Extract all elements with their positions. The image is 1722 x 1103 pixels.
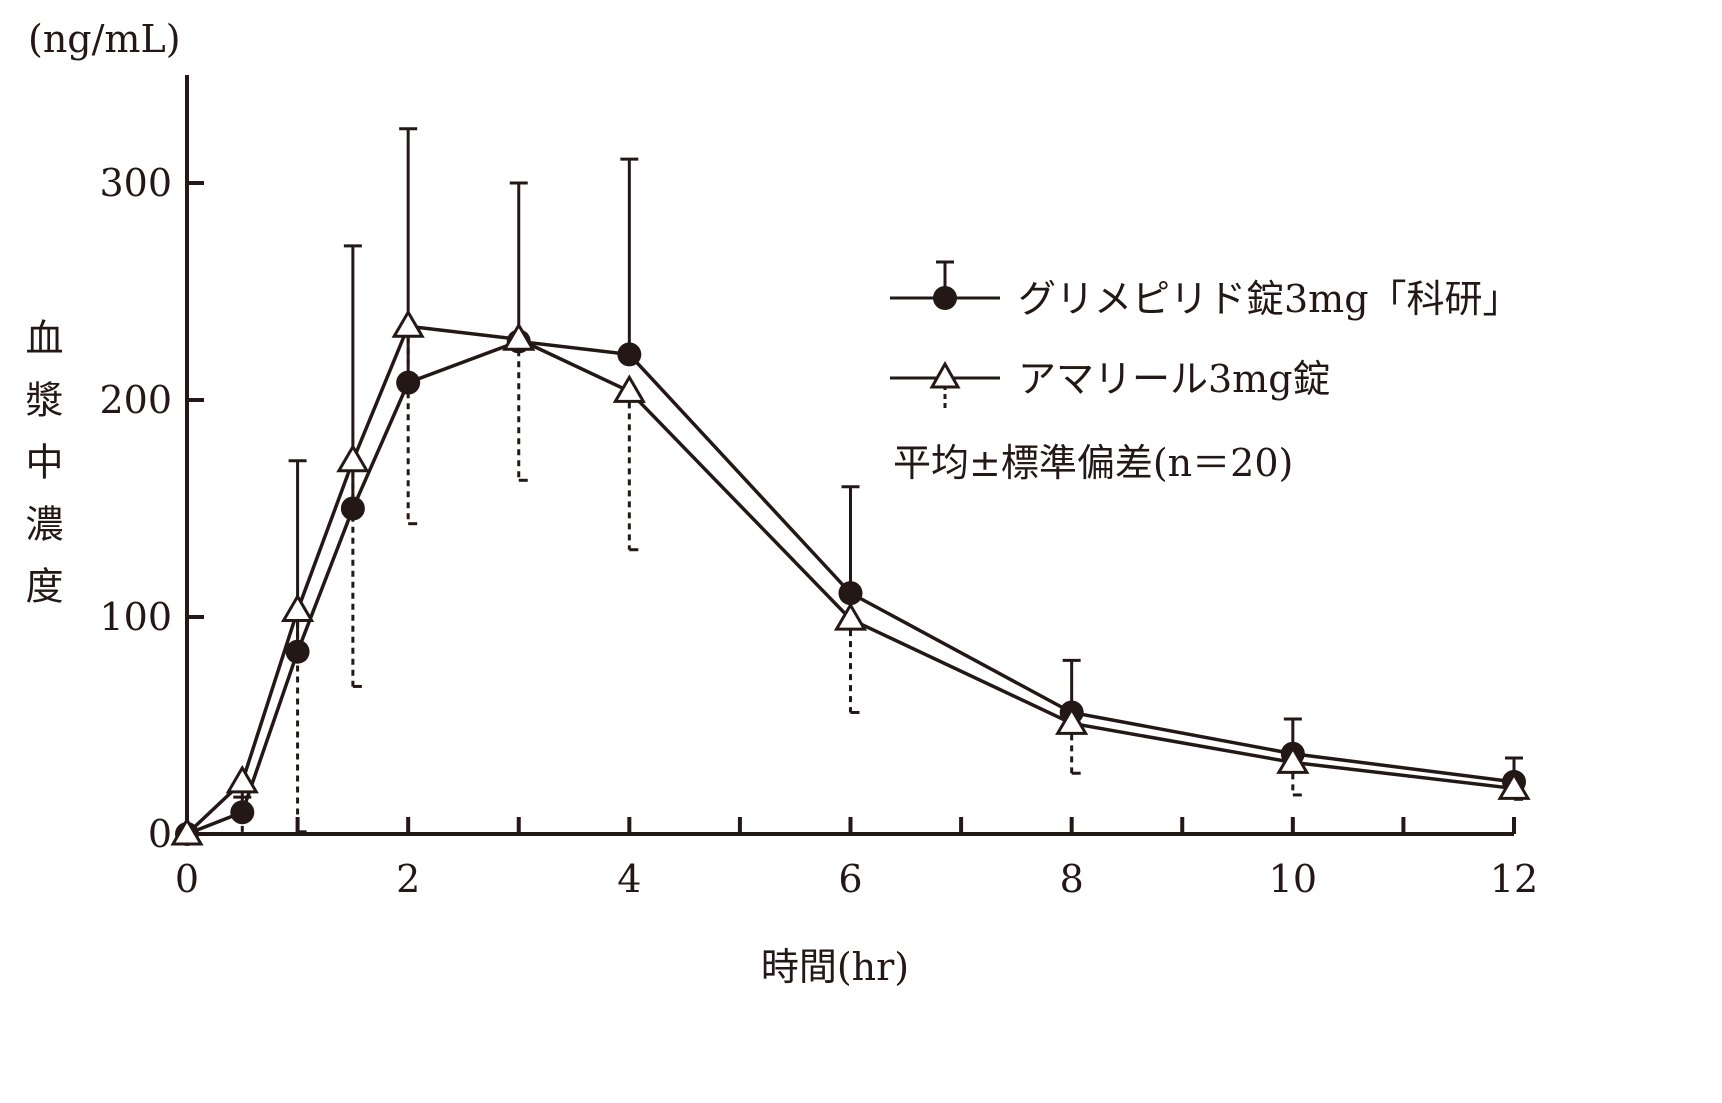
legend-circle-marker [933, 286, 957, 310]
data-point-triangle [391, 309, 425, 338]
data-point-circle [838, 581, 863, 606]
legend-note: 平均±標準偏差(n＝20) [893, 441, 1293, 485]
y-axis-unit: (ng/mL) [28, 17, 181, 61]
data-point-triangle [170, 817, 204, 846]
data-point-triangle [1276, 745, 1310, 774]
x-tick-label: 12 [1490, 857, 1538, 901]
data-point-triangle [1055, 706, 1089, 735]
x-tick-label: 8 [1060, 857, 1084, 901]
data-point-triangle [280, 593, 315, 622]
y-tick-label: 0 [148, 812, 172, 856]
x-tick-label: 6 [838, 857, 862, 901]
legend-label-series-1: グリメピリド錠3mg「科研」 [1018, 277, 1521, 321]
x-tick-label: 4 [617, 857, 641, 901]
x-tick-label: 2 [396, 857, 420, 901]
x-axis-label: 時間(hr) [761, 945, 909, 989]
data-point-triangle [612, 374, 646, 403]
data-point-circle [617, 342, 642, 367]
data-point-triangle [225, 764, 259, 794]
y-axis-label: 血漿中濃度 [19, 318, 63, 628]
data-point-triangle [502, 322, 536, 351]
data-point-circle [230, 800, 255, 825]
y-tick-label: 100 [99, 595, 172, 639]
data-point-circle [285, 639, 310, 664]
y-tick-label: 200 [99, 378, 172, 422]
data-point-circle [396, 370, 421, 395]
x-tick-label: 10 [1269, 857, 1317, 901]
legend-label-series-2: アマリール3mg錠 [1018, 357, 1331, 401]
data-point-triangle [833, 602, 868, 631]
data-point-circle [340, 496, 365, 521]
data-point-triangle [336, 443, 370, 473]
legend-triangle-marker [929, 360, 961, 389]
y-tick-label: 300 [99, 161, 172, 205]
x-tick-label: 0 [175, 857, 199, 901]
legend: グリメピリド錠3mg「科研」 アマリール3mg錠 平均±標準偏差(n＝20) [890, 260, 1521, 485]
data-point-triangle [1497, 771, 1531, 800]
